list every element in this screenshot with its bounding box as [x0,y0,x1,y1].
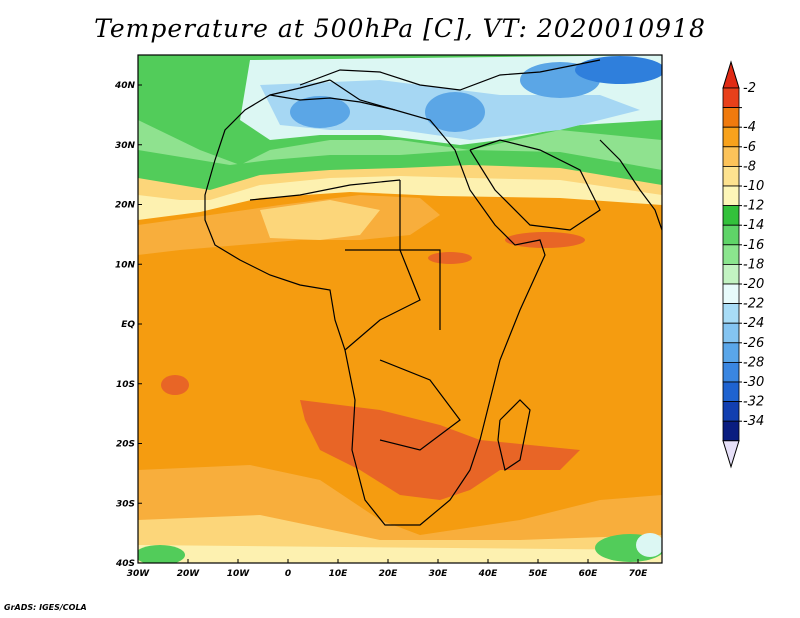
colorbar-swatch [722,165,740,187]
arabia-coastline [469,139,601,231]
colorbar-label: -14 [743,218,764,233]
coastlines-borders [204,59,662,526]
temperature-field [138,55,662,563]
colorbar-label: -28 [743,355,764,370]
field-blue-core-west [290,96,350,128]
lon-tick-label: 10W [227,569,251,579]
colorbar-swatch [722,87,740,109]
central-africa-border [344,249,421,351]
field-sudan-warm-spot [428,252,472,264]
africa-coastline [204,79,546,526]
colorbar-label: -4 [743,120,756,135]
colorbar-label: -20 [743,277,764,292]
madagascar-coastline [497,399,531,471]
field-atlantic-warm-spot [161,375,189,395]
field-sahara-yellow [260,200,380,240]
field-blue-core-east [425,92,485,132]
mediterranean-north-coast [299,59,601,91]
lon-tick-label: 30E [429,569,449,579]
north-africa-border [269,94,396,111]
lon-tick-label: 30W [127,569,151,579]
lon-tick-label: 0 [285,569,291,579]
lat-tick-label: 10N [115,260,136,270]
lat-tick-label: 40N [114,81,136,91]
colorbar-swatch [722,361,740,383]
field-southern-africa-warm-core [300,400,580,500]
colorbar-label: -8 [743,159,756,174]
field-deep-blue-ne [575,56,662,84]
colorbar-swatch [722,244,740,265]
colorbar-swatch [722,322,740,344]
lon-tick-label: 20E [379,569,399,579]
colorbar-swatch [722,263,740,285]
colorbar-label: -24 [743,316,764,331]
colorbar-label: -30 [743,375,764,390]
colorbar-top-arrow [722,60,740,89]
colorbar-label: -18 [743,257,764,272]
colorbar-swatch [722,205,740,226]
colorbar-bottom-arrow [722,440,740,469]
longitude-axis: 30W 20W 10W 0 10E 20E 30E 40E 50E 60E 70E [127,559,648,579]
colorbar-swatch [722,420,740,442]
grads-credit: GrADS: IGES/COLA [4,603,87,612]
southern-africa-border [379,359,461,451]
colorbar-label: -26 [743,336,764,351]
colorbar-label: -34 [743,414,764,429]
colorbar-label: -6 [743,140,756,155]
map-title: Temperature at 500hPa [C], VT: 202001091… [94,14,706,43]
colorbar-swatch [722,381,740,403]
colorbar-label: -16 [743,238,764,253]
colorbar-swatch [722,185,740,207]
colorbar-label: -32 [743,395,764,410]
colorbar-swatch [722,342,740,363]
colorbar-label: -10 [743,179,764,194]
india-coastline [599,139,662,231]
plot-frame [137,54,663,564]
colorbar-label: -22 [743,297,764,312]
lon-tick-label: 70E [629,569,649,579]
lon-tick-label: 10E [329,569,349,579]
sudan-border [399,180,441,330]
colorbar-swatch [722,224,740,246]
colorbar-swatch [722,401,740,422]
field-sw-green [138,545,185,563]
sahel-border [249,179,401,201]
colorbar-label: -12 [743,199,764,214]
lat-tick-label: 10S [116,380,135,390]
lat-tick-label: 30N [115,141,136,151]
lon-tick-label: 50E [529,569,549,579]
colorbar-swatch [722,126,740,148]
lon-tick-label: 40E [478,569,499,579]
field-south-pale-yellow [138,545,662,563]
colorbar-swatch [722,146,740,167]
field-arabian-sea-warm-spot [505,232,585,248]
latitude-axis: 40N 30N 20N 10N EQ 10S 20S 30S 40S [114,81,142,569]
lat-tick-label: 30S [116,499,135,509]
colorbar: -2 -4 -6 -8 -10 -12 -14 -16 -18 -20 -22 -24 -26 -28 -3… [722,60,764,469]
lat-tick-label: EQ [121,320,135,330]
lat-tick-label: 20S [116,440,135,450]
colorbar-swatch [722,107,740,128]
lon-tick-label: 60E [579,569,599,579]
colorbar-swatch [722,303,740,324]
lat-tick-label: 40S [115,559,135,569]
colorbar-label: -2 [743,81,756,96]
lon-tick-label: 20W [177,569,201,579]
colorbar-swatch [722,283,740,305]
lat-tick-label: 20N [115,201,136,211]
field-se-cyan [636,533,662,557]
